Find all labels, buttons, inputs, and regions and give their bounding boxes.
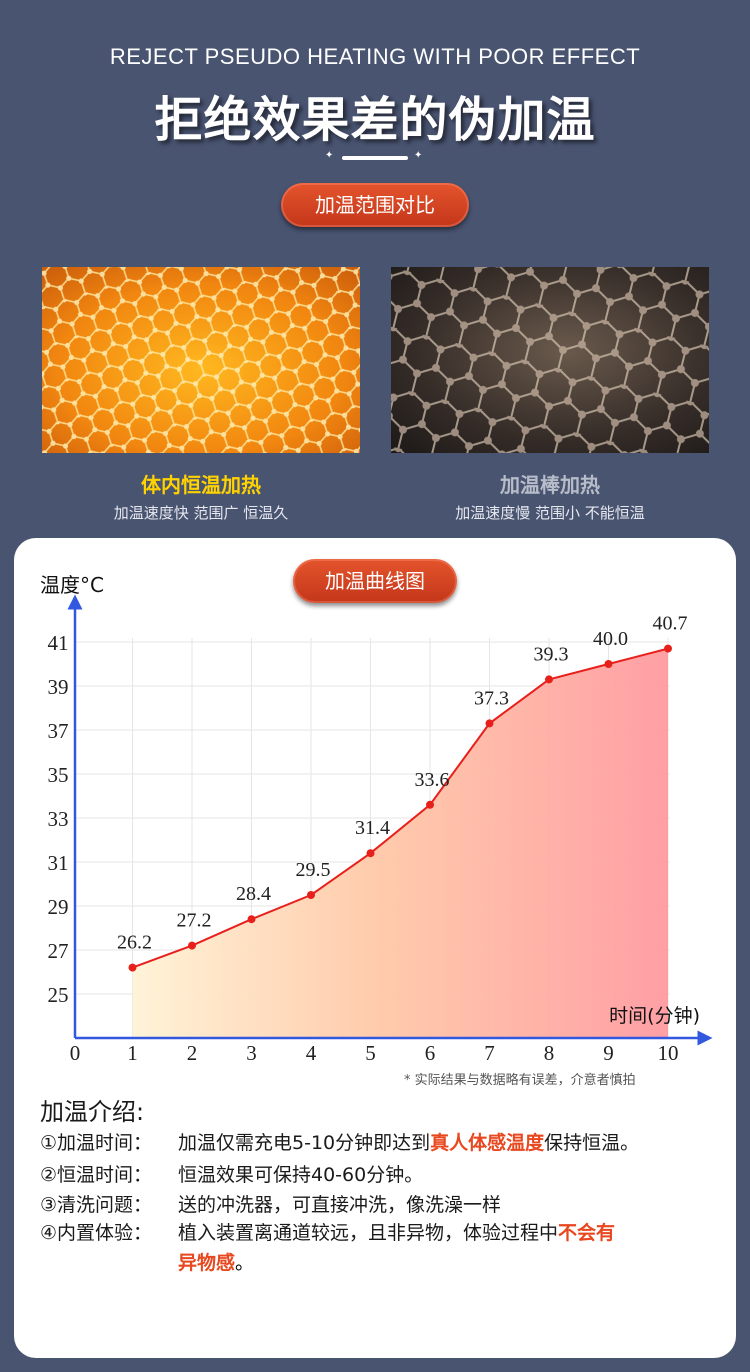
intro-item-heating-time: ①加温时间： 加温仅需充电5-10分钟即达到真人体感温度保持恒温。 [40, 1128, 639, 1155]
y-tick-label: 27 [48, 939, 69, 963]
intro-item-text: 加温仅需充电5-10分钟即达到 [178, 1132, 431, 1154]
data-label: 33.6 [415, 769, 450, 791]
internal-heating-subtitle: 加温速度快 范围广 恒温久 [113, 504, 289, 522]
title-divider: ✦ ✦ [322, 150, 428, 166]
intro-item-text-after: 。 [235, 1252, 255, 1274]
x-axis-title: 时间(分钟) [609, 1005, 700, 1027]
x-tick-label: 2 [187, 1041, 198, 1065]
x-tick-label: 7 [484, 1041, 495, 1065]
header-section: REJECT PSEUDO HEATING WITH POOR EFFECT 拒… [0, 0, 750, 560]
intro-item-label: ①加温时间： [40, 1132, 153, 1154]
disclaimer-note: * 实际结果与数据略有误差，介意者慎拍 [404, 1073, 636, 1088]
page-title: 拒绝效果差的伪加温 [154, 92, 596, 148]
data-label: 37.3 [474, 687, 509, 709]
y-tick-label: 33 [48, 807, 69, 831]
data-point [188, 941, 196, 950]
x-tick-label: 10 [658, 1041, 679, 1065]
data-label: 29.5 [296, 859, 331, 881]
heating-rod-image [391, 267, 709, 453]
data-label: 28.4 [236, 883, 271, 905]
data-label: 40.7 [653, 613, 688, 635]
intro-item-cleaning: ③清洗问题： 送的冲洗器，可直接冲洗，像洗澡一样 [40, 1190, 501, 1217]
x-tick-label: 0 [70, 1041, 81, 1065]
intro-item-text: 植入装置离通道较远，且非异物，体验过程中 [178, 1222, 559, 1244]
compare-range-button[interactable]: 加温范围对比 [281, 183, 469, 227]
y-tick-label: 41 [48, 631, 69, 655]
x-tick-label: 5 [365, 1041, 376, 1065]
y-tick-label: 37 [48, 719, 69, 743]
intro-item-experience-continued: 异物感。 [178, 1248, 254, 1275]
y-tick-label: 35 [48, 763, 69, 787]
y-tick-label: 31 [48, 851, 69, 875]
x-tick-label: 6 [425, 1041, 436, 1065]
intro-item-label: ②恒温时间： [40, 1164, 153, 1186]
ornament-icon: ✦ [325, 150, 334, 161]
intro-item-text: 恒温效果可保持40-60分钟。 [178, 1164, 424, 1186]
x-tick-label: 1 [127, 1041, 138, 1065]
english-title: REJECT PSEUDO HEATING WITH POOR EFFECT [109, 44, 641, 69]
graphene-dark-illustration [391, 267, 709, 453]
data-point [664, 644, 672, 653]
intro-item-label: ③清洗问题： [40, 1194, 153, 1216]
heating-rod-title: 加温棒加热 [500, 473, 600, 497]
heating-rod-subtitle: 加温速度慢 范围小 不能恒温 [455, 504, 645, 522]
data-label: 40.0 [593, 628, 628, 650]
data-point [366, 849, 375, 858]
data-point [604, 660, 613, 668]
data-label: 31.4 [355, 817, 390, 839]
series-area [132, 648, 668, 1038]
data-point [128, 963, 137, 972]
intro-title: 加温介绍: [40, 1098, 145, 1126]
y-tick-label: 29 [48, 895, 69, 919]
intro-item-highlight-continued: 异物感 [178, 1252, 236, 1274]
data-point [426, 800, 434, 809]
internal-heating-image [42, 267, 360, 453]
x-tick-label: 8 [544, 1041, 555, 1065]
intro-item-text-after: 保持恒温。 [544, 1132, 640, 1154]
heating-curve-button[interactable]: 加温曲线图 [293, 559, 457, 603]
divider-bar [342, 156, 408, 160]
intro-item-experience: ④内置体验： 植入装置离通道较远，且非异物，体验过程中不会有 [40, 1218, 615, 1245]
intro-item-highlight: 真人体感温度 [430, 1132, 545, 1154]
data-point [545, 675, 553, 684]
intro-item-constant-time: ②恒温时间： 恒温效果可保持40-60分钟。 [40, 1160, 423, 1187]
ornament-icon: ✦ [414, 150, 423, 161]
data-point [307, 891, 315, 899]
data-label: 39.3 [534, 643, 569, 665]
data-label: 26.2 [117, 932, 152, 954]
intro-item-highlight: 不会有 [558, 1222, 616, 1244]
data-label: 27.2 [177, 910, 212, 932]
x-tick-label: 4 [306, 1041, 317, 1065]
series-line [132, 647, 669, 969]
intro-item-text: 送的冲洗器，可直接冲洗，像洗澡一样 [178, 1194, 502, 1216]
y-axis-title: 温度°C [40, 573, 104, 597]
data-point [247, 915, 256, 924]
graphene-orange-illustration [42, 267, 360, 453]
y-tick-label: 25 [48, 983, 69, 1007]
data-point [485, 719, 494, 728]
x-tick-label: 3 [246, 1041, 257, 1065]
y-tick-label: 39 [48, 675, 69, 699]
intro-item-label: ④内置体验： [40, 1222, 153, 1244]
x-tick-label: 9 [603, 1041, 614, 1065]
internal-heating-title: 体内恒温加热 [141, 473, 261, 497]
